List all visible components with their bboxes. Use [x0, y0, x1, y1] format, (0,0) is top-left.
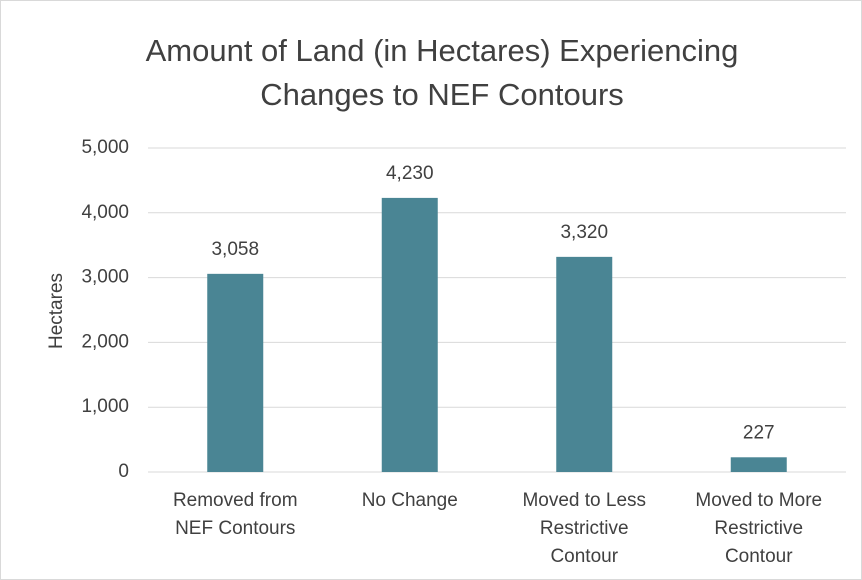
data-label: 227 — [743, 422, 775, 443]
y-tick-label: 2,000 — [81, 331, 129, 352]
x-tick-label: Removed from NEF Contours — [172, 490, 298, 539]
bar — [207, 273, 264, 472]
bar — [381, 197, 438, 472]
y-axis-label: Hectares — [46, 273, 67, 349]
bar — [556, 256, 613, 472]
y-tick-label: 1,000 — [81, 396, 129, 417]
y-tick-label: 0 — [118, 461, 129, 482]
chart-title: Amount of Land (in Hectares) Experiencin… — [145, 33, 739, 112]
y-tick-label: 3,000 — [81, 267, 129, 288]
x-tick-label: No Change — [361, 490, 458, 511]
y-tick-label: 4,000 — [81, 202, 129, 223]
x-tick-label: Moved to Less Restrictive Contour — [522, 490, 647, 567]
y-tick-label: 5,000 — [81, 137, 129, 158]
data-label: 4,230 — [386, 163, 434, 184]
data-label: 3,320 — [560, 222, 608, 243]
data-label: 3,058 — [211, 239, 259, 260]
bar — [730, 457, 787, 472]
x-tick-label: Moved to More Restrictive Contour — [695, 490, 823, 567]
